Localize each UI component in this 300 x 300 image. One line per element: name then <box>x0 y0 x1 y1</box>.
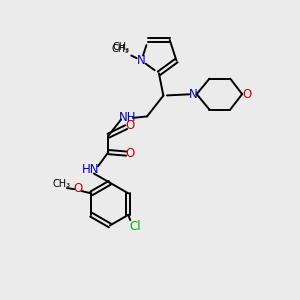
Text: N: N <box>189 88 197 100</box>
Text: CH₃: CH₃ <box>52 179 71 189</box>
Text: NH: NH <box>119 111 136 124</box>
Text: O: O <box>125 147 134 160</box>
Text: N: N <box>137 54 146 67</box>
Text: O: O <box>242 88 251 100</box>
Text: O: O <box>125 119 134 132</box>
Text: O: O <box>73 182 83 194</box>
Text: CH₃: CH₃ <box>112 44 130 54</box>
Text: HN: HN <box>82 164 99 176</box>
Text: CH: CH <box>112 42 126 52</box>
Text: Cl: Cl <box>129 220 141 233</box>
Text: ₃: ₃ <box>125 46 128 55</box>
